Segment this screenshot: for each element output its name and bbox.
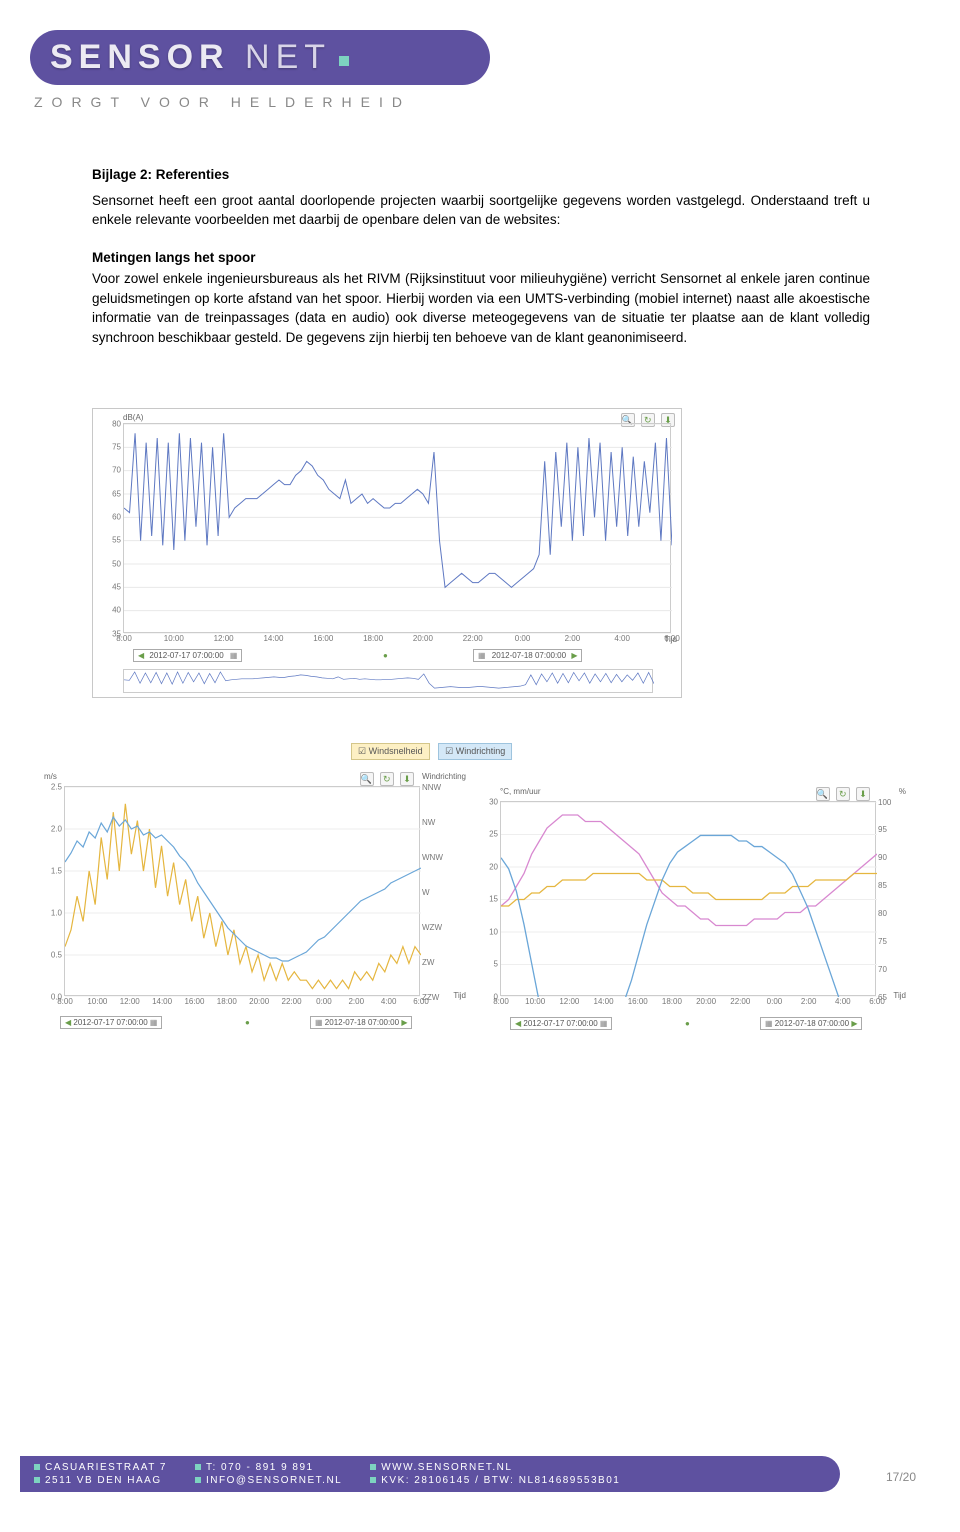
datetime-right-value: 2012-07-18 07:00:00 <box>492 651 566 660</box>
datetime-left-value: 2012-07-17 07:00:00 <box>149 651 223 660</box>
refresh-icon[interactable]: ↻ <box>836 787 850 801</box>
page-footer: CASUARIESTRAAT 7 2511 VB DEN HAAG T: 070… <box>0 1442 960 1532</box>
mini-scroll-chart <box>123 669 653 693</box>
meteo-chart: 🔍 ↻ ⬇ °C, mm/uur % 051015202530657075808… <box>480 783 910 1048</box>
refresh-icon[interactable]: ↻ <box>380 772 394 786</box>
paragraph-2: Voor zowel enkele ingenieursbureaus als … <box>92 269 870 347</box>
y-axis-label-right: Windrichting <box>422 772 466 781</box>
datetime-right[interactable]: ▦ 2012-07-18 07:00:00 ▶ <box>473 649 582 662</box>
calendar-icon: ▦ <box>600 1019 608 1028</box>
footer-mail: INFO@SENSORNET.NL <box>195 1475 342 1486</box>
sound-level-chart: 🔍 ↻ ⬇ dB(A) 354045505560657075808:0010:0… <box>92 408 682 698</box>
footer-tel: T: 070 - 891 9 891 <box>195 1462 342 1473</box>
footer-web: WWW.SENSORNET.NL <box>370 1462 620 1473</box>
logo-subtitle: ZORGT VOOR HELDERHEID <box>34 94 411 110</box>
logo-main2: NET <box>245 38 331 76</box>
footer-bar: CASUARIESTRAAT 7 2511 VB DEN HAAG T: 070… <box>20 1456 840 1492</box>
center-dot-icon: ● <box>685 1019 690 1028</box>
y-axis-label-left: m/s <box>44 772 57 781</box>
arrow-right-icon: ▶ <box>401 1018 407 1027</box>
legend-item-1[interactable]: ☑ Windsnelheid <box>351 743 430 760</box>
x-axis-label: Tijd <box>664 635 677 644</box>
logo-bar: SENSOR NET <box>30 30 490 85</box>
calendar-icon: ▦ <box>765 1019 773 1028</box>
datetime-left[interactable]: ◀ 2012-07-17 07:00:00 ▦ <box>60 1016 162 1029</box>
y-axis-label: dB(A) <box>123 413 143 422</box>
center-dot-icon: ● <box>245 1018 250 1027</box>
chart-tool-icons: 🔍 ↻ ⬇ <box>356 772 414 786</box>
arrow-left-icon: ◀ <box>515 1019 521 1028</box>
logo-text: SENSOR NET <box>50 38 349 77</box>
y-axis-label-left: °C, mm/uur <box>500 787 541 796</box>
datetime-right-value: 2012-07-18 07:00:00 <box>325 1018 399 1027</box>
footer-addr2: 2511 VB DEN HAAG <box>34 1475 167 1486</box>
footer-kvk: KVK: 28106145 / BTW: NL814689553B01 <box>370 1475 620 1486</box>
center-dot-icon: ● <box>383 651 388 660</box>
export-icon[interactable]: ⬇ <box>400 772 414 786</box>
chart-plot-area: 051015202530657075808590951008:0010:0012… <box>500 801 876 996</box>
arrow-left-icon: ◀ <box>65 1018 71 1027</box>
zoom-icon[interactable]: 🔍 <box>816 787 830 801</box>
x-axis-label: Tijd <box>893 991 906 1000</box>
arrow-right-icon: ▶ <box>571 651 577 660</box>
logo-header: SENSOR NET ZORGT VOOR HELDERHEID <box>0 0 960 115</box>
datetime-left-value: 2012-07-17 07:00:00 <box>73 1018 147 1027</box>
datetime-right-value: 2012-07-18 07:00:00 <box>775 1019 849 1028</box>
chart-tool-icons: 🔍 ↻ ⬇ <box>812 787 870 801</box>
zoom-icon[interactable]: 🔍 <box>360 772 374 786</box>
y-axis-label-right: % <box>899 787 906 796</box>
logo-dot-icon <box>339 56 349 66</box>
logo-main: SENSOR <box>50 38 230 76</box>
chart-plot-area: 354045505560657075808:0010:0012:0014:001… <box>123 423 671 633</box>
calendar-icon: ▦ <box>230 651 238 660</box>
calendar-icon: ▦ <box>478 651 486 660</box>
datetime-left[interactable]: ◀ 2012-07-17 07:00:00 ▦ <box>133 649 242 662</box>
page-number: 17/20 <box>886 1470 916 1484</box>
export-icon[interactable]: ⬇ <box>856 787 870 801</box>
subheading-1: Metingen langs het spoor <box>92 248 870 268</box>
x-axis-label: Tijd <box>453 991 466 1000</box>
wind-chart: 🔍 ↻ ⬇ m/s Windrichting 0.00.51.01.52.02.… <box>40 768 470 1048</box>
datetime-left-value: 2012-07-17 07:00:00 <box>523 1019 597 1028</box>
document-body: Bijlage 2: Referenties Sensornet heeft e… <box>0 115 960 348</box>
section-heading: Bijlage 2: Referenties <box>92 165 870 185</box>
arrow-right-icon: ▶ <box>851 1019 857 1028</box>
charts-row-top: 🔍 ↻ ⬇ dB(A) 354045505560657075808:0010:0… <box>92 408 870 708</box>
legend: ☑ Windsnelheid ☑ Windrichting <box>351 743 512 760</box>
chart-plot-area: 0.00.51.01.52.02.5ZZWZWWZWWWNWNWNNW8:001… <box>64 786 420 996</box>
legend-item-2[interactable]: ☑ Windrichting <box>438 743 512 760</box>
calendar-icon: ▦ <box>315 1018 323 1027</box>
calendar-icon: ▦ <box>150 1018 158 1027</box>
paragraph-1: Sensornet heeft een groot aantal doorlop… <box>92 191 870 230</box>
arrow-left-icon: ◀ <box>138 651 144 660</box>
datetime-right[interactable]: ▦ 2012-07-18 07:00:00 ▶ <box>310 1016 412 1029</box>
charts-row-bottom: ☑ Windsnelheid ☑ Windrichting 🔍 ↻ ⬇ m/s … <box>40 738 920 1038</box>
datetime-right[interactable]: ▦ 2012-07-18 07:00:00 ▶ <box>760 1017 862 1030</box>
datetime-left[interactable]: ◀ 2012-07-17 07:00:00 ▦ <box>510 1017 612 1030</box>
footer-addr1: CASUARIESTRAAT 7 <box>34 1462 167 1473</box>
